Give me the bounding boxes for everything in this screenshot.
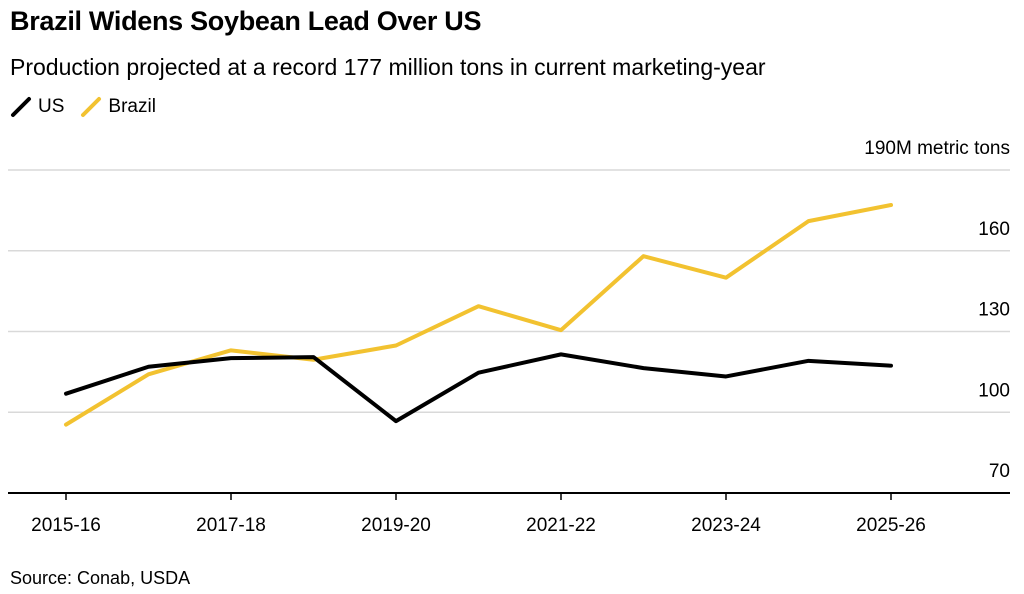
legend-item-us: US [10, 96, 64, 118]
x-tick-label: 2017-18 [196, 515, 266, 536]
x-tick-label: 2025-26 [856, 515, 926, 536]
y-tick-label: 190M metric tons [864, 138, 1010, 159]
legend: US Brazil [10, 96, 172, 118]
x-tick-label: 2023-24 [691, 515, 761, 536]
source-note: Source: Conab, USDA [10, 568, 191, 588]
x-tick-label: 2021-22 [526, 515, 596, 536]
y-tick-label: 130 [978, 300, 1010, 321]
y-tick-label: 160 [978, 219, 1010, 240]
legend-swatch-us [11, 97, 31, 117]
y-tick-label: 70 [989, 461, 1010, 482]
legend-item-brazil: Brazil [80, 96, 156, 118]
chart-title: Brazil Widens Soybean Lead Over US [10, 6, 482, 36]
legend-label-us: US [38, 96, 65, 117]
series-line-us [64, 352, 893, 424]
gridlines [8, 169, 1010, 413]
series-line-brazil [64, 202, 893, 427]
y-axis-labels: 190M metric tons 160 130 100 70 [864, 138, 1010, 482]
series-lines [64, 202, 893, 427]
legend-swatch-brazil [81, 97, 102, 117]
x-tick-label: 2019-20 [361, 515, 431, 536]
x-axis: 2015-16 2017-18 2019-20 2021-22 2023-24 2025-… [8, 492, 1010, 536]
x-tick-label: 2015-16 [31, 515, 101, 536]
legend-label-brazil: Brazil [108, 96, 156, 117]
chart-subtitle: Production projected at a record 177 mil… [10, 54, 766, 80]
y-tick-label: 100 [978, 380, 1010, 401]
